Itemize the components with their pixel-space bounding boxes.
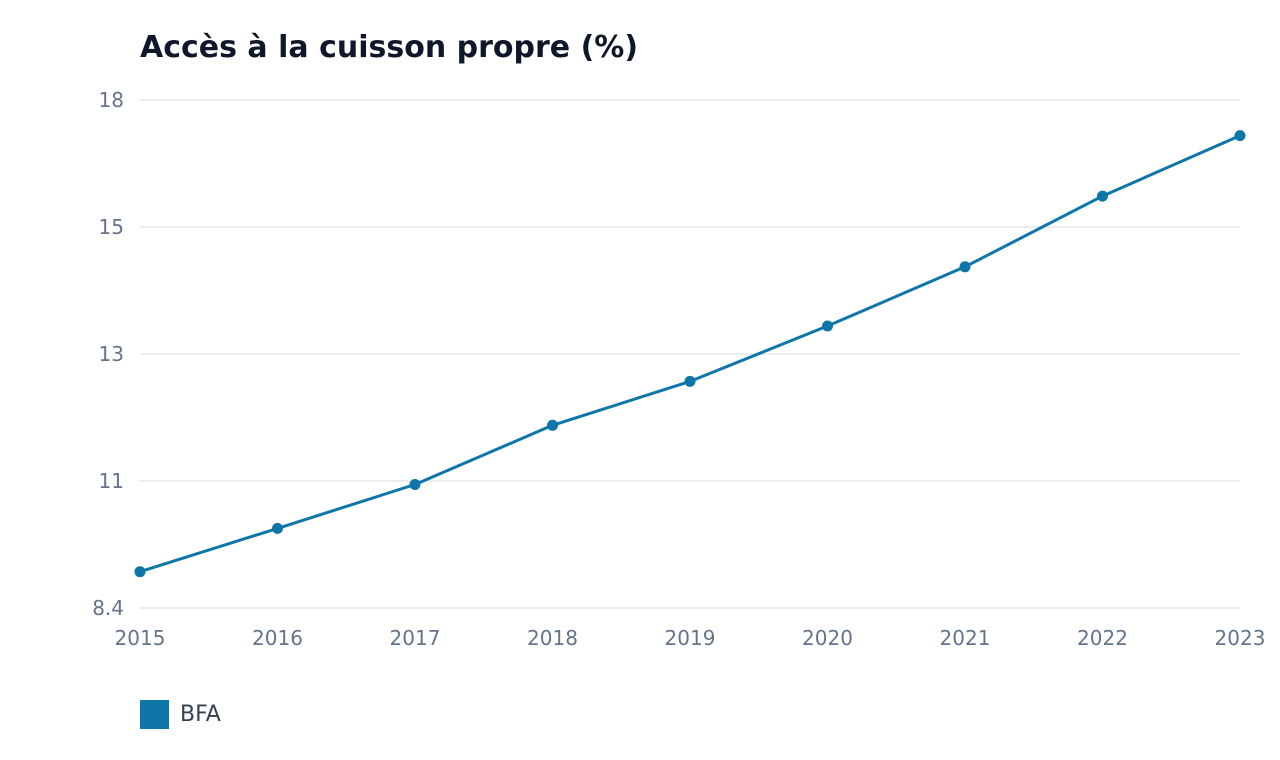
data-point [1097, 190, 1108, 202]
y-tick-label: 18 [99, 88, 124, 112]
data-point [684, 375, 696, 387]
series-layer [134, 130, 1246, 578]
x-tick-label: 2020 [802, 626, 853, 650]
y-tick-label: 8.4 [92, 596, 124, 620]
x-tick-label: 2018 [527, 626, 578, 650]
legend-swatch [140, 700, 169, 729]
y-axis-ticks: 8.4 11 13 15 18 [92, 88, 124, 620]
x-tick-label: 2015 [115, 626, 166, 650]
legend: BFA [140, 700, 221, 729]
x-axis-ticks: 2015 2016 2017 2018 2019 2020 2021 2022 2023 [115, 626, 1266, 650]
data-point [547, 419, 558, 431]
data-point [959, 261, 971, 273]
data-point [1234, 130, 1246, 142]
chart-title: Accès à la cuisson propre (%) [140, 30, 639, 65]
data-point [134, 566, 146, 578]
y-tick-label: 15 [99, 215, 124, 239]
data-point [409, 479, 421, 490]
x-tick-label: 2019 [665, 626, 716, 650]
x-tick-label: 2021 [940, 626, 991, 650]
x-tick-label: 2016 [252, 626, 303, 650]
data-point [822, 320, 833, 332]
y-tick-label: 13 [99, 342, 124, 366]
data-point [272, 522, 283, 534]
x-tick-label: 2023 [1215, 626, 1266, 650]
y-tick-label: 11 [99, 469, 124, 493]
legend-label: BFA [180, 702, 221, 727]
grid-lines [140, 99, 1240, 609]
x-tick-label: 2022 [1077, 626, 1128, 650]
x-tick-label: 2017 [390, 626, 441, 650]
